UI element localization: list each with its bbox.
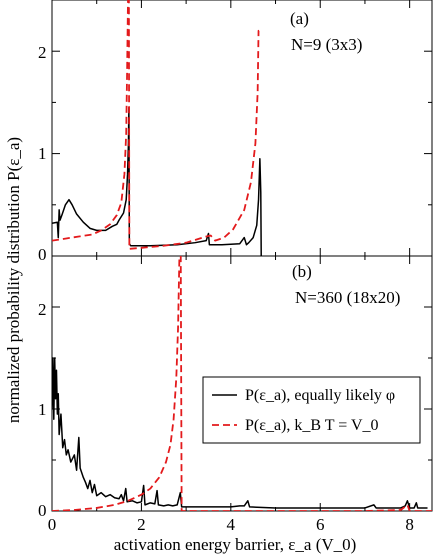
legend: P(ε_a), equally likely φ P(ε_a), k_B T =… <box>202 376 421 444</box>
panel-b-series-kbt-v0 <box>52 256 432 511</box>
x-axis-label: activation energy barrier, ε_a (V_0) <box>114 535 357 554</box>
panel-a-y-ticklabels: 0 1 2 <box>38 43 47 264</box>
panel-a-label: (a) <box>290 9 309 28</box>
panel-b-ytick-label: 2 <box>38 300 47 319</box>
panel-a-series-kbt-v0 <box>52 0 260 250</box>
panel-a-ytick-label: 2 <box>38 43 47 62</box>
x-tick-label: 8 <box>405 515 414 534</box>
panel-a-data <box>52 0 262 256</box>
x-tick-label: 4 <box>227 515 236 534</box>
x-tick-label: 2 <box>137 515 146 534</box>
y-axis-label: normalized probability distribution P(ε_… <box>4 137 23 423</box>
panel-a-subtitle: N=9 (3x3) <box>291 35 362 54</box>
panel-a-series-equally-likely <box>52 106 262 256</box>
legend-label-kbt: P(ε_a), k_B T = V_0 <box>245 417 379 434</box>
panel-a-ytick-label: 1 <box>38 144 47 163</box>
legend-box <box>202 376 421 444</box>
panel-a-ytick-label: 0 <box>38 245 47 264</box>
panel-b-label: (b) <box>292 262 312 281</box>
panel-b-data <box>52 256 432 511</box>
panel-b-ytick-label: 0 <box>38 501 47 520</box>
panel-b-ytick-label: 1 <box>38 400 47 419</box>
panel-a-frame <box>51 0 433 257</box>
panel-b-series-equally-likely <box>52 357 428 509</box>
x-tick-label: 6 <box>316 515 325 534</box>
x-tick-label: 0 <box>48 515 57 534</box>
panel-b-y-ticklabels: 0 1 2 <box>38 300 47 520</box>
legend-label-equally-likely: P(ε_a), equally likely φ <box>245 387 395 404</box>
x-ticklabels: 0 2 4 6 8 <box>48 515 414 534</box>
panel-b-subtitle: N=360 (18x20) <box>295 288 400 307</box>
